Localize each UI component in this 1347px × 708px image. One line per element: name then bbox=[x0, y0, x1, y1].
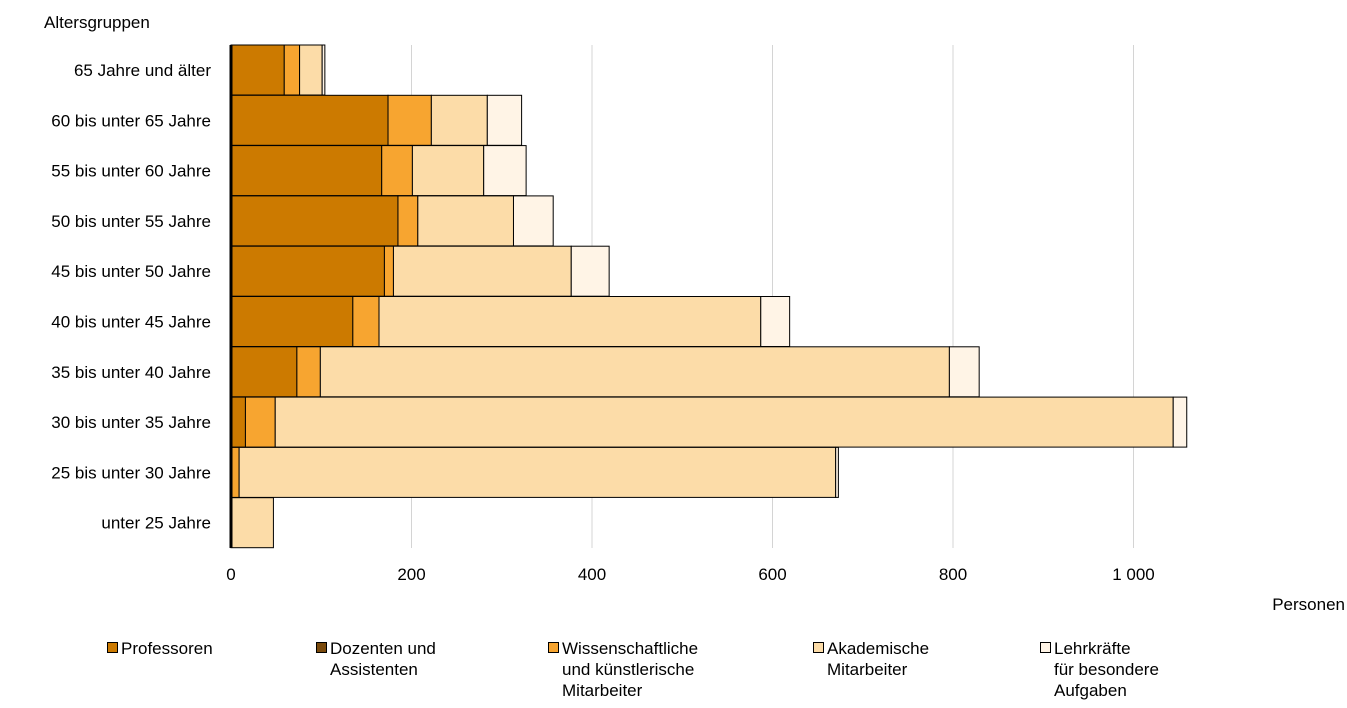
bar-segment bbox=[230, 145, 383, 197]
legend-label: Lehrkräfte für besondere Aufgaben bbox=[1054, 639, 1159, 700]
bar-segment bbox=[486, 94, 523, 146]
y-axis-title: Altersgruppen bbox=[44, 13, 150, 32]
x-tick-label: 0 bbox=[226, 565, 235, 584]
bar-segment bbox=[835, 446, 839, 498]
bar-segment bbox=[230, 296, 354, 347]
legend: Professoren Dozenten und Assistenten Wisse… bbox=[0, 638, 1347, 708]
x-axis-title: Personen bbox=[1272, 595, 1345, 614]
bar-segment bbox=[397, 195, 419, 247]
bar-segment bbox=[417, 195, 514, 247]
bar-segment bbox=[948, 346, 980, 398]
bar-segment bbox=[760, 296, 791, 347]
bar-segment bbox=[230, 497, 274, 549]
y-tick-labels: 65 Jahre und älter 60 bis unter 65 Jahre 5… bbox=[51, 61, 211, 533]
y-tick-label: 65 Jahre und älter bbox=[74, 61, 211, 80]
bar-segment bbox=[299, 44, 323, 96]
x-tick-labels: 0 200 400 600 800 1 000 bbox=[226, 565, 1155, 584]
bar-segment bbox=[230, 44, 285, 96]
bar-segment bbox=[383, 245, 394, 297]
legend-label: Professoren bbox=[121, 639, 213, 658]
legend-swatch bbox=[548, 642, 559, 653]
legend-swatch bbox=[316, 642, 327, 653]
legend-item: Dozenten und Assistenten bbox=[316, 638, 436, 680]
legend-item: Professoren bbox=[107, 638, 213, 659]
bar-segment bbox=[483, 145, 527, 197]
bar-segment bbox=[244, 396, 276, 448]
bar-segment bbox=[230, 245, 385, 297]
x-tick-label: 600 bbox=[758, 565, 786, 584]
y-tick-label: 55 bis unter 60 Jahre bbox=[51, 162, 211, 181]
legend-item: Lehrkräfte für besondere Aufgaben bbox=[1040, 638, 1159, 701]
y-tick-label: 45 bis unter 50 Jahre bbox=[51, 262, 211, 281]
stacked-bar-chart: Altersgruppen Personen 65 Jahre und älte… bbox=[44, 13, 1345, 614]
bar-segment bbox=[274, 396, 1174, 448]
bar-segment bbox=[570, 245, 610, 297]
bar-segment bbox=[392, 245, 572, 297]
bar-segment bbox=[238, 446, 837, 498]
bar-segment bbox=[230, 195, 399, 247]
x-tick-label: 400 bbox=[578, 565, 606, 584]
y-tick-label: 25 bis unter 30 Jahre bbox=[51, 463, 211, 482]
bar-segment bbox=[1172, 396, 1188, 448]
y-tick-label: 30 bis unter 35 Jahre bbox=[51, 413, 211, 432]
legend-swatch bbox=[107, 642, 118, 653]
y-tick-label: 60 bis unter 65 Jahre bbox=[51, 111, 211, 130]
bar-segment bbox=[230, 346, 298, 398]
bar-segment bbox=[381, 145, 413, 197]
y-tick-label: 35 bis unter 40 Jahre bbox=[51, 363, 211, 382]
x-tick-label: 1 000 bbox=[1112, 565, 1155, 584]
x-tick-label: 800 bbox=[939, 565, 967, 584]
bar-segment bbox=[230, 396, 246, 448]
legend-label: Dozenten und Assistenten bbox=[330, 639, 436, 679]
legend-label: Wissenschaftliche und künstlerische Mita… bbox=[562, 639, 699, 700]
bar-segment bbox=[352, 296, 380, 347]
bar-segment bbox=[283, 44, 301, 96]
legend-item: Wissenschaftliche und künstlerische Mita… bbox=[548, 638, 698, 701]
legend-label: Akademische Mitarbeiter bbox=[827, 639, 930, 679]
bar-segment bbox=[411, 145, 485, 197]
y-tick-label: 50 bis unter 55 Jahre bbox=[51, 212, 211, 231]
bar-segment bbox=[378, 296, 762, 347]
x-tick-label: 200 bbox=[397, 565, 425, 584]
bar-segment bbox=[230, 94, 389, 146]
bar-segment bbox=[319, 346, 950, 398]
y-tick-label: unter 25 Jahre bbox=[101, 514, 211, 533]
legend-item: Akademische Mitarbeiter bbox=[813, 638, 929, 680]
bar-segment bbox=[296, 346, 321, 398]
y-tick-label: 40 bis unter 45 Jahre bbox=[51, 313, 211, 332]
bar-segment bbox=[430, 94, 488, 146]
bar-segment bbox=[512, 195, 554, 247]
legend-swatch bbox=[813, 642, 824, 653]
bar-segment bbox=[387, 94, 432, 146]
bars bbox=[230, 44, 1188, 549]
bar-segment bbox=[321, 44, 326, 96]
legend-swatch bbox=[1040, 642, 1051, 653]
